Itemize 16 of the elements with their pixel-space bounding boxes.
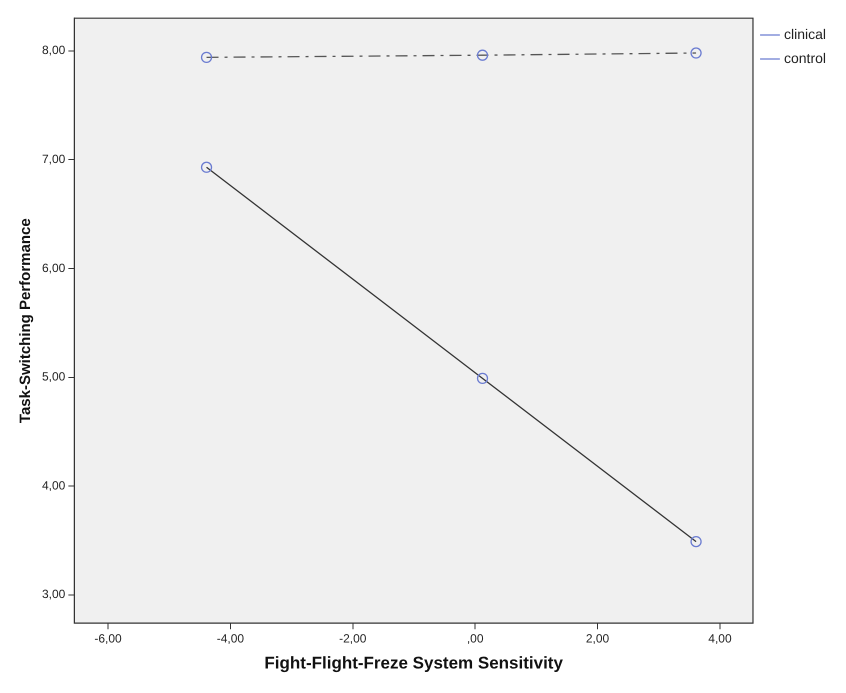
legend-label: control [784, 50, 826, 66]
x-tick-label: 4,00 [708, 632, 732, 646]
x-tick-label: -4,00 [216, 632, 244, 646]
y-tick-label: 6,00 [42, 260, 66, 275]
x-tick-label: -2,00 [339, 632, 367, 646]
x-axis-title: Fight-Flight-Freze System Sensitivity [264, 653, 564, 672]
y-tick-label: 4,00 [42, 478, 66, 492]
y-tick-label: 3,00 [42, 587, 66, 602]
x-tick-label: ,00 [466, 632, 484, 646]
y-tick-label: 8,00 [42, 43, 66, 58]
x-tick-label: 2,00 [586, 632, 610, 646]
y-tick-label: 5,00 [42, 370, 66, 384]
y-axis-title: Task-Switching Performance [17, 218, 34, 424]
x-tick-label: -6,00 [94, 632, 122, 646]
legend-label: clinical [784, 26, 826, 42]
y-tick-label: 7,00 [42, 152, 66, 166]
